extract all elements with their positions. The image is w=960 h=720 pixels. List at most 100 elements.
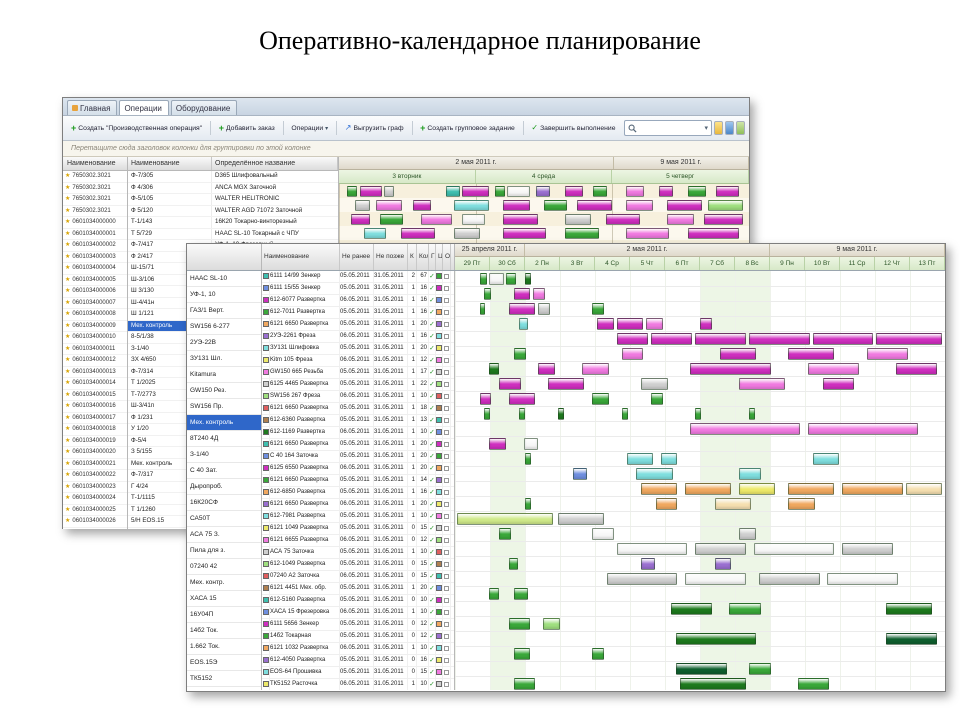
gantt-bar[interactable] (636, 468, 673, 480)
order-row[interactable]: ★ 0601034000013 (63, 367, 127, 378)
row-checkbox[interactable] (444, 597, 449, 603)
row-checkbox[interactable] (444, 333, 449, 339)
row-checkbox[interactable] (444, 417, 449, 423)
gantt-bar[interactable] (503, 228, 546, 239)
gantt-bar[interactable] (670, 603, 712, 615)
tab-operations[interactable]: Операции (119, 100, 169, 115)
row-checkbox[interactable] (444, 273, 449, 279)
row-checkbox[interactable] (444, 585, 449, 591)
operation-row[interactable]: 6121 4451 Мех. обр. 05.05.2011 31.05.2011 1… (262, 583, 454, 595)
gantt-bar[interactable] (708, 200, 743, 211)
gantt-bar[interactable] (538, 303, 551, 315)
operation-row[interactable]: SW156 267 Фреза 06.05.2011 31.05.2011 1 10 ✓ (262, 391, 454, 403)
resource-row[interactable]: 16К20СФ (187, 495, 261, 511)
gantt-bar[interactable] (606, 573, 678, 585)
row-checkbox[interactable] (444, 345, 449, 351)
gantt-bar[interactable] (400, 228, 436, 239)
operation-row[interactable]: ЗУ131 Шлифовка 05.05.2011 31.05.2011 1 20 ✓ (262, 343, 454, 355)
table-col-header[interactable]: О (443, 244, 451, 270)
order-row[interactable]: ★ 0601034000023 (63, 482, 127, 493)
gantt-bar[interactable] (646, 318, 663, 330)
row-checkbox[interactable] (444, 501, 449, 507)
gantt-bar[interactable] (739, 468, 761, 480)
gantt-bar[interactable] (363, 228, 387, 239)
gantt-bar[interactable] (484, 288, 492, 300)
gantt-bar[interactable] (690, 363, 771, 375)
gantt-bar[interactable] (412, 200, 432, 211)
resource-row[interactable]: Пила для з. (187, 543, 261, 559)
gantt-bar[interactable] (597, 318, 614, 330)
orders-column-header[interactable]: Наименование (63, 157, 127, 171)
gantt-bar[interactable] (593, 186, 608, 197)
gantt-bar[interactable] (703, 214, 743, 225)
order-row[interactable]: ★ 7650302.3021 (63, 183, 127, 194)
gantt-bar[interactable] (700, 318, 712, 330)
order-row[interactable]: ★ 0601034000002 (63, 240, 127, 252)
gantt-bar[interactable] (543, 618, 560, 630)
resource-row[interactable]: ТК5207 (187, 687, 261, 690)
order-row[interactable]: ★ 0601034000020 (63, 447, 127, 459)
gantt-bar[interactable] (605, 214, 641, 225)
gantt-bar[interactable] (513, 588, 529, 600)
operation-row[interactable]: 612-7981 Развертка 05.05.2011 31.05.2011 1 1… (262, 511, 454, 523)
gantt-bar[interactable] (626, 228, 669, 239)
gantt-bar[interactable] (513, 288, 531, 300)
resource-row[interactable]: SW156 Пр. (187, 399, 261, 415)
export-graph-button[interactable]: ↗ Выгрузить граф (341, 121, 408, 135)
row-checkbox[interactable] (444, 393, 449, 399)
table-col-header[interactable]: Ц (436, 244, 443, 270)
gantt-bar[interactable] (462, 186, 489, 197)
gantt-bar[interactable] (685, 573, 747, 585)
operation-row[interactable]: Kitm 105 Фреза 06.05.2011 31.05.2011 1 12 ✓ (262, 355, 454, 367)
gantt-bar[interactable] (695, 408, 701, 420)
gantt-bar[interactable] (758, 573, 820, 585)
gantt-bar[interactable] (499, 378, 521, 390)
row-checkbox[interactable] (444, 369, 449, 375)
order-row[interactable]: ★ 0601034000022 (63, 470, 127, 482)
gantt-bar[interactable] (557, 513, 604, 525)
gantt-bar[interactable] (592, 303, 604, 315)
operation-row[interactable]: 612-1169 Развертка 06.05.2011 31.05.2011 1 1… (262, 427, 454, 439)
add-order-button[interactable]: + Добавить заказ (215, 122, 279, 135)
resource-row[interactable]: 1.662 Ток. (187, 639, 261, 655)
gantt-bar[interactable] (626, 453, 653, 465)
gantt-bar[interactable] (557, 408, 564, 420)
gantt-bar[interactable] (716, 186, 739, 197)
gantt-bar[interactable] (535, 186, 551, 197)
operation-row[interactable]: 612-4050 Развертка 05.05.2011 31.05.2011 0 1… (262, 655, 454, 667)
table-col-header[interactable]: Г (429, 244, 436, 270)
tab-equipment[interactable]: Оборудование (170, 100, 238, 115)
resource-row[interactable]: Мех. контр. (187, 575, 261, 591)
gantt-bar[interactable] (508, 303, 536, 315)
order-row[interactable]: ★ 0601034000024 (63, 493, 127, 505)
row-checkbox[interactable] (444, 489, 449, 495)
gantt-bar[interactable] (616, 543, 688, 555)
operation-row[interactable]: 6111 5656 Зенкер 05.05.2011 31.05.2011 0 12 ✓ (262, 619, 454, 631)
gantt-bar[interactable] (886, 633, 938, 645)
operation-row[interactable]: 612-6077 Развертка 06.05.2011 31.05.2011 1 1… (262, 295, 454, 307)
gantt-bar[interactable] (538, 363, 555, 375)
gantt-bar[interactable] (518, 318, 529, 330)
settings-icon[interactable] (735, 121, 745, 135)
resource-row[interactable]: АСА 75 З. (187, 527, 261, 543)
gantt-bar[interactable] (658, 186, 674, 197)
table-col-header[interactable]: Наименование (262, 244, 340, 270)
resource-row[interactable]: ГАЗ/1 Верт. (187, 303, 261, 319)
gantt-bar[interactable] (479, 273, 488, 285)
gantt-bar[interactable] (503, 214, 538, 225)
gantt-bar[interactable] (507, 186, 530, 197)
order-row[interactable]: ★ 0601034000000 (63, 217, 127, 229)
operation-row[interactable]: 6125 4465 Развертка 05.05.2011 31.05.2011 1… (262, 379, 454, 391)
resource-row[interactable]: 14б2 Ток. (187, 623, 261, 639)
resource-row[interactable]: СА50Т (187, 511, 261, 527)
gantt-bar[interactable] (822, 378, 854, 390)
operation-row[interactable]: 6121 6650 Развертка 05.05.2011 31.05.2011 1… (262, 319, 454, 331)
gantt-bar[interactable] (621, 348, 644, 360)
tab-main[interactable]: Главная (67, 100, 118, 115)
chevron-down-icon[interactable]: ▾ (704, 125, 709, 132)
operation-row[interactable]: 6121 6650 Развертка 06.05.2011 31.05.2011 1… (262, 499, 454, 511)
order-row[interactable]: ★ 0601034000005 (63, 275, 127, 286)
order-row[interactable]: ★ 0601034000004 (63, 263, 127, 275)
gantt-bar[interactable] (798, 678, 830, 690)
gantt-bar[interactable] (489, 588, 499, 600)
